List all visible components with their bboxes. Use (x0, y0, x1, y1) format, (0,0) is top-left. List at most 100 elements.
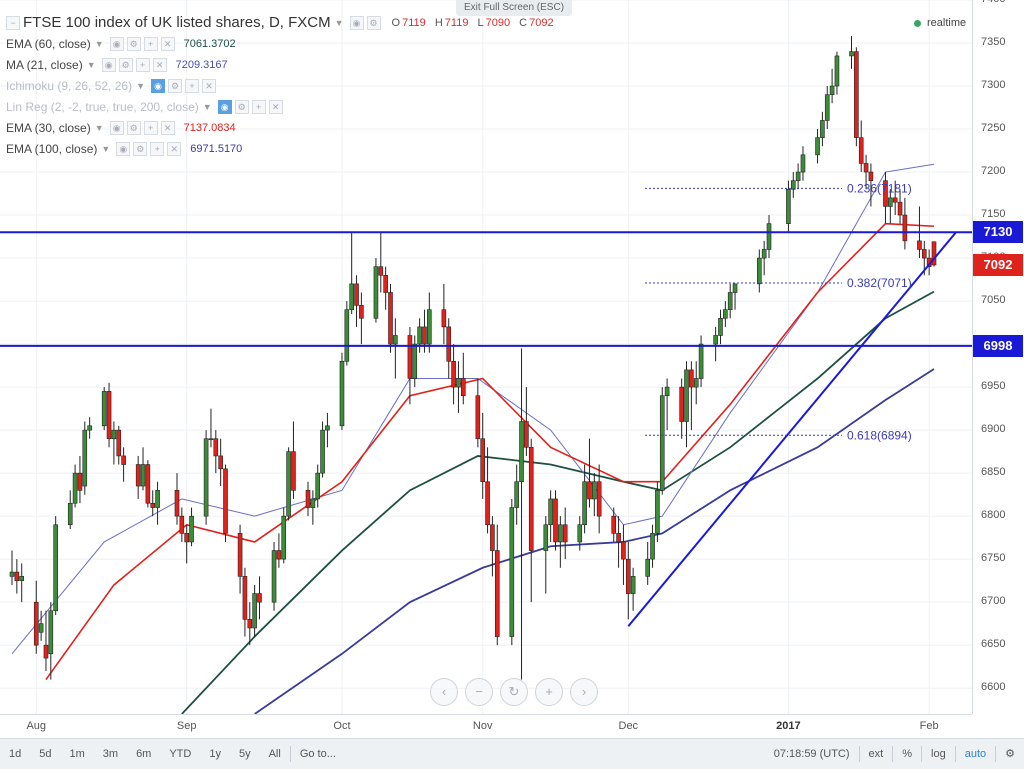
chevron-down-icon[interactable]: ▼ (202, 101, 212, 112)
zoom-out-button[interactable]: − (465, 678, 493, 706)
toolbar-divider (858, 746, 860, 762)
add-icon[interactable]: + (143, 36, 158, 51)
settings-icon[interactable]: ⚙ (126, 120, 141, 135)
candle-body (67, 502, 73, 526)
add-icon[interactable]: + (150, 141, 165, 156)
close-icon[interactable]: ✕ (167, 141, 182, 156)
eye-icon[interactable]: ◉ (116, 141, 131, 156)
add-icon[interactable]: + (135, 57, 150, 72)
add-icon[interactable]: + (185, 78, 199, 93)
candle-body (723, 309, 728, 319)
close-icon[interactable]: ✕ (202, 78, 216, 93)
range-button[interactable]: 5d (39, 748, 52, 760)
close-icon[interactable]: ✕ (268, 99, 283, 114)
eye-icon[interactable]: ◉ (109, 36, 124, 51)
chevron-down-icon[interactable]: ▼ (94, 38, 104, 49)
indicator-legend-row[interactable]: EMA (60, close) ▼ ◉ ⚙ + ✕ 7061.3702 (6, 33, 560, 54)
candle-body (305, 490, 311, 508)
candle-body (271, 550, 277, 603)
price-scale[interactable]: 6600665067006750680068506900695070007050… (972, 0, 1024, 714)
scroll-right-button[interactable]: › (570, 678, 598, 706)
symbol-title[interactable]: FTSE 100 index of UK listed shares, D, F… (23, 14, 331, 31)
candle-body (868, 171, 874, 181)
settings-icon[interactable]: ⚙ (234, 99, 249, 114)
eye-icon[interactable]: ◉ (217, 99, 232, 114)
add-icon[interactable]: + (143, 120, 158, 135)
candle-body (650, 533, 655, 560)
eye-icon[interactable]: ◉ (101, 57, 116, 72)
settings-icon[interactable]: ⚙ (366, 15, 381, 30)
add-icon[interactable]: + (251, 99, 266, 114)
candle-body (145, 464, 151, 504)
range-button[interactable]: 1y (209, 748, 221, 760)
candle-body (558, 524, 563, 543)
reset-chart-button[interactable]: ↻ (500, 678, 528, 706)
log-scale-button[interactable]: log (931, 748, 946, 760)
range-button[interactable]: 1m (69, 748, 85, 760)
indicator-name[interactable]: EMA (100, close) (6, 141, 98, 156)
settings-gear-icon[interactable]: ⚙ (1005, 748, 1015, 760)
indicator-legend-row[interactable]: EMA (30, close) ▼ ◉ ⚙ + ✕ 7137.0834 (6, 117, 560, 138)
indicator-legend-row[interactable]: MA (21, close) ▼ ◉ ⚙ + ✕ 7209.3167 (6, 54, 560, 75)
close-icon[interactable]: ✕ (152, 57, 167, 72)
range-button[interactable]: YTD (169, 748, 192, 760)
indicator-name[interactable]: MA (21, close) (6, 57, 83, 72)
go-to-date-button[interactable]: Go to... (299, 748, 336, 760)
candle-body (766, 223, 772, 250)
indicator-name[interactable]: EMA (30, close) (6, 120, 91, 135)
collapse-legend-icon[interactable]: − (6, 15, 20, 30)
range-button[interactable]: 3m (102, 748, 119, 760)
chevron-down-icon[interactable]: ▼ (334, 17, 344, 28)
close-icon[interactable]: ✕ (160, 120, 175, 135)
range-button[interactable]: All (268, 748, 281, 760)
indicator-name[interactable]: Lin Reg (2, -2, true, true, 200, close) (6, 99, 199, 114)
indicator-legend-row[interactable]: Ichimoku (9, 26, 52, 26) ▼ ◉ ⚙ + ✕ (6, 75, 560, 96)
chevron-down-icon[interactable]: ▼ (86, 59, 96, 70)
candle-body (509, 507, 515, 637)
chevron-down-icon[interactable]: ▼ (101, 143, 111, 154)
close-icon[interactable]: ✕ (160, 36, 175, 51)
range-button[interactable]: 6m (136, 748, 152, 760)
candle-body (524, 421, 529, 448)
candle-body (693, 378, 699, 388)
indicator-name[interactable]: EMA (60, close) (6, 36, 91, 51)
indicator-legend-row[interactable]: Lin Reg (2, -2, true, true, 200, close) ▼… (6, 96, 560, 117)
candle-body (732, 283, 738, 293)
candle-body (349, 283, 354, 310)
toolbar-divider (954, 746, 956, 762)
candle-body (223, 468, 228, 534)
zoom-in-button[interactable]: + (535, 678, 563, 706)
price-chart[interactable]: 0.236(7181) 0.382(7071) 0.618(6894) (0, 0, 972, 715)
extended-hours-button[interactable]: ext (868, 748, 884, 760)
indicator-legend-row[interactable]: EMA (100, close) ▼ ◉ ⚙ + ✕ 6971.5170 (6, 138, 560, 159)
time-axis[interactable]: Aug Sep Oct Nov Dec 2017 Feb (0, 714, 972, 739)
settings-icon[interactable]: ⚙ (118, 57, 133, 72)
indicator-name[interactable]: Ichimoku (9, 26, 52, 26) (6, 78, 133, 93)
chevron-down-icon[interactable]: ▼ (94, 122, 104, 133)
range-button[interactable]: 5y (238, 748, 251, 760)
percent-scale-button[interactable]: % (902, 748, 913, 760)
price-tick-label: 7200 (981, 165, 1006, 178)
scroll-left-button[interactable]: ‹ (430, 678, 458, 706)
eye-icon[interactable]: ◉ (109, 120, 124, 135)
settings-icon[interactable]: ⚙ (133, 141, 148, 156)
candle-body (480, 438, 486, 483)
candle-body (858, 137, 864, 164)
chart-area[interactable]: 0.236(7181) 0.382(7071) 0.618(6894) (0, 0, 972, 715)
eye-icon[interactable]: ◉ (151, 78, 165, 93)
candle-body (475, 395, 481, 440)
eye-icon[interactable]: ◉ (349, 15, 364, 30)
exit-fullscreen-button[interactable]: Exit Full Screen (ESC) (456, 0, 573, 16)
candle-body (310, 498, 316, 508)
candle-body (456, 378, 461, 388)
price-tick-label: 6600 (981, 681, 1006, 694)
settings-icon[interactable]: ⚙ (168, 78, 182, 93)
ema30-line (45, 222, 935, 681)
candle-body (203, 438, 209, 517)
chevron-down-icon[interactable]: ▼ (136, 80, 145, 91)
auto-scale-button[interactable]: auto (964, 748, 987, 760)
settings-icon[interactable]: ⚙ (126, 36, 141, 51)
candle-body (213, 438, 219, 457)
candle-body (417, 326, 422, 345)
range-button[interactable]: 1d (9, 748, 22, 760)
